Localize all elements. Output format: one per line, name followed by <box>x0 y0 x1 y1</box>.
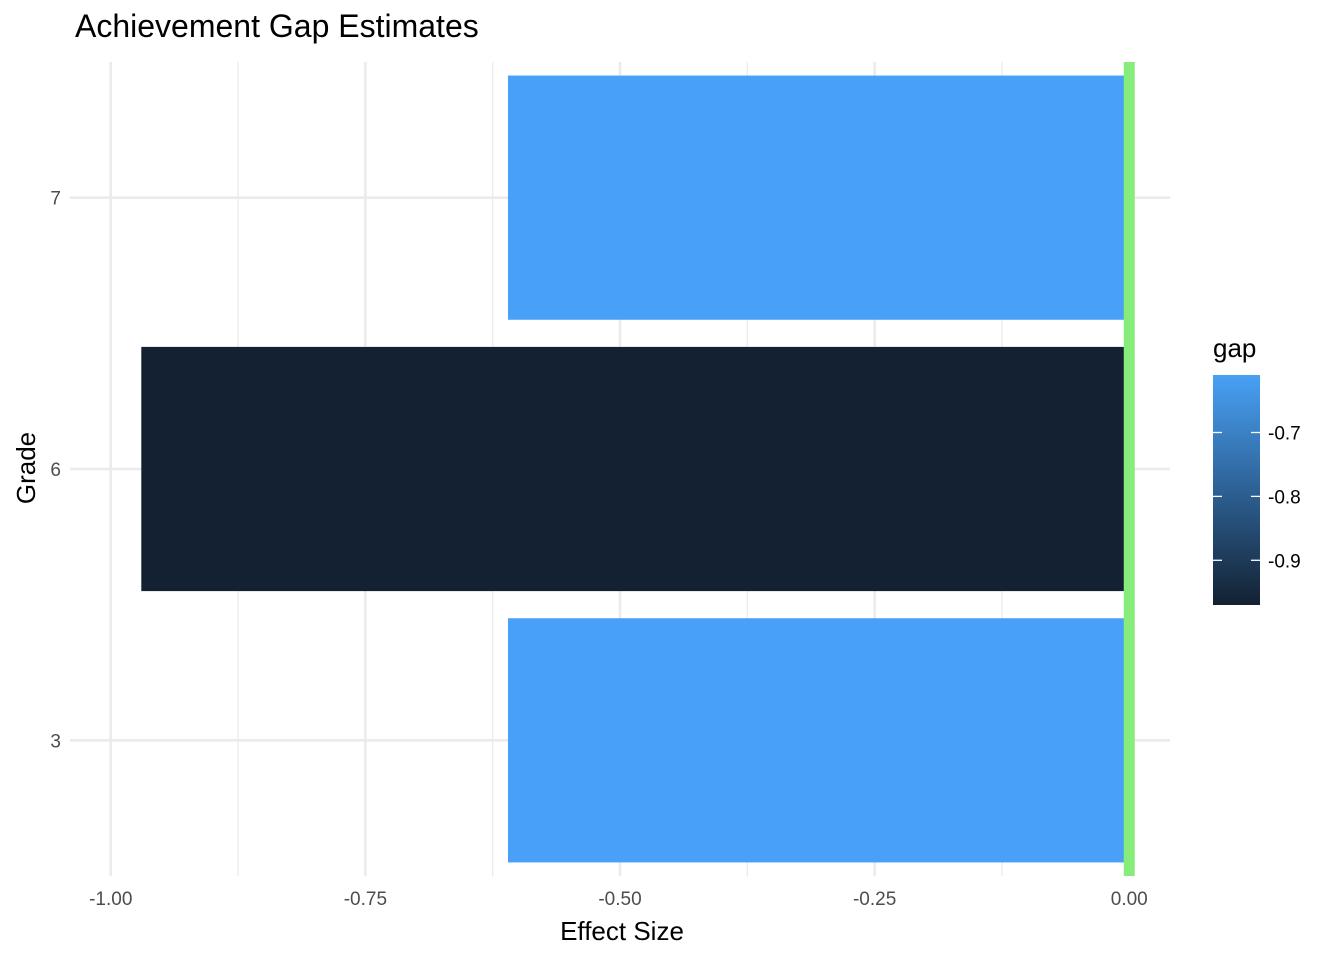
y-tick-label: 3 <box>50 731 61 752</box>
x-tick-label: -0.25 <box>853 889 896 910</box>
x-tick-label: -0.75 <box>344 889 387 910</box>
chart-title: Achievement Gap Estimates <box>75 8 479 44</box>
y-tick-label: 7 <box>50 189 61 210</box>
y-axis-title: Grade <box>11 432 41 504</box>
legend: gap -0.7 -0.8 -0.9 <box>1213 333 1301 605</box>
x-tick-label: -1.00 <box>89 889 132 910</box>
x-tick-label: 0.00 <box>1111 889 1148 910</box>
bars <box>141 75 1130 863</box>
legend-colorbar <box>1213 375 1260 605</box>
x-axis-ticks: -1.00 -0.75 -0.50 -0.25 0.00 <box>89 889 1148 910</box>
bar-grade-6 <box>141 346 1130 592</box>
x-tick-label: -0.50 <box>598 889 641 910</box>
bar-grade-7 <box>507 75 1130 320</box>
y-tick-label: 6 <box>50 460 61 481</box>
y-axis-ticks: 3 6 7 <box>50 189 61 753</box>
legend-title: gap <box>1213 333 1256 363</box>
legend-label: -0.7 <box>1268 424 1301 445</box>
legend-label: -0.9 <box>1268 551 1301 572</box>
bar-grade-3 <box>507 618 1130 863</box>
legend-label: -0.8 <box>1268 487 1301 508</box>
x-axis-title: Effect Size <box>560 916 684 946</box>
